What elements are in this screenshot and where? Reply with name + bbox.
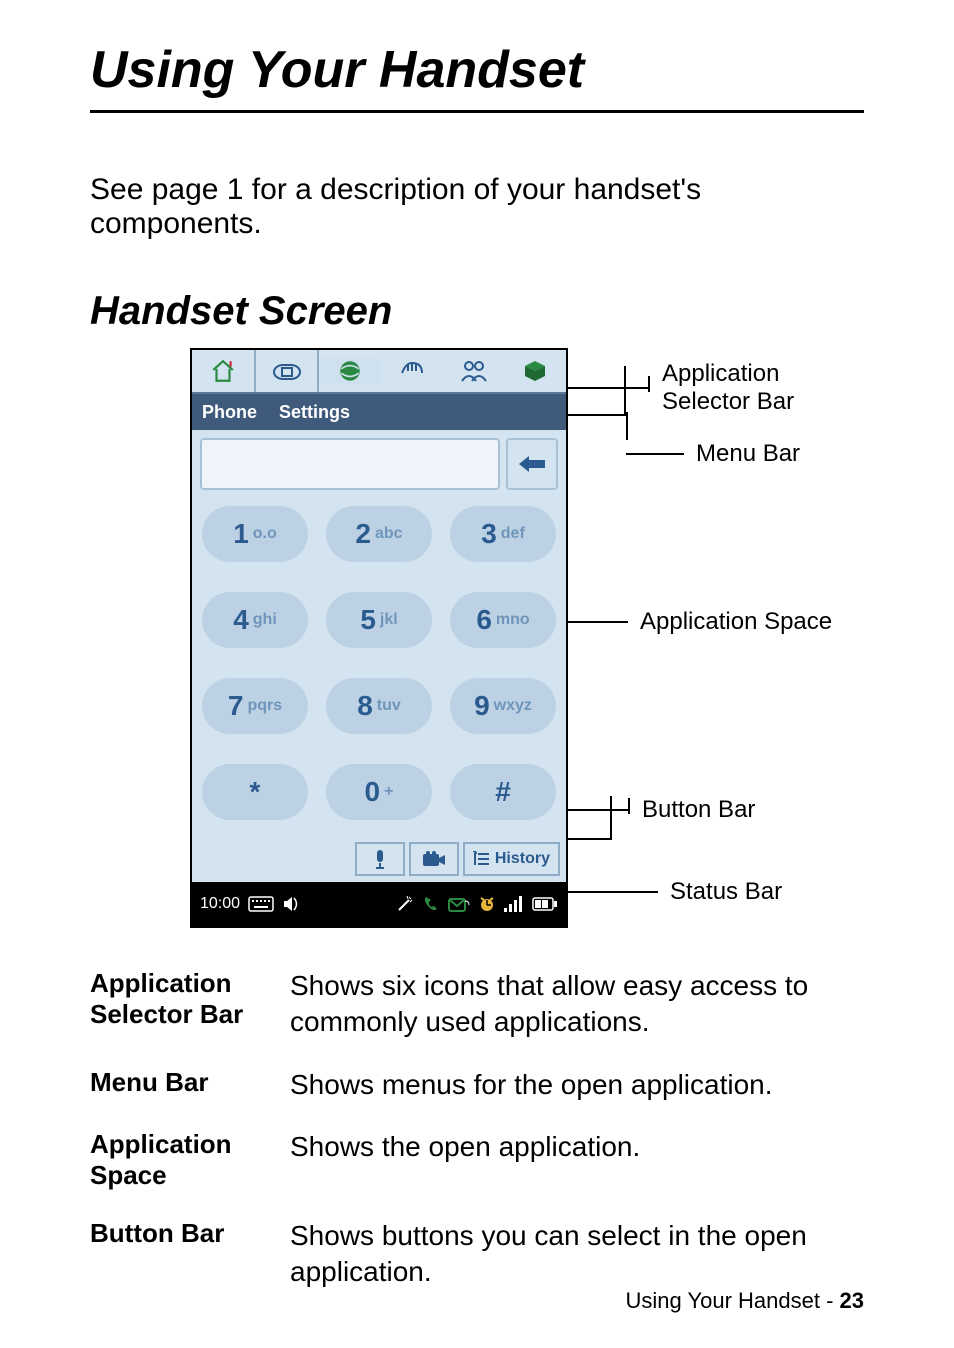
box-icon: [523, 359, 547, 383]
definition-row: Button Bar Shows buttons you can select …: [90, 1218, 864, 1291]
key-7: 7pqrs: [202, 678, 308, 734]
people-icon: [459, 359, 489, 383]
backspace-button: [506, 438, 558, 490]
document-page: Using Your Handset See page 1 for a desc…: [0, 0, 954, 1348]
status-left-cluster: 10:00: [200, 895, 300, 913]
key-0: 0+: [326, 764, 432, 820]
mail-icon: [448, 896, 470, 912]
phone-icon: [422, 895, 440, 913]
battery-icon: [532, 897, 558, 911]
callout-label: Application Selector Bar: [650, 360, 794, 415]
status-time: 10:00: [200, 895, 240, 913]
callout-status-bar: Status Bar: [568, 878, 782, 906]
definition-term: Application Selector Bar: [90, 968, 290, 1041]
section-heading: Handset Screen: [90, 289, 864, 334]
topbar-item: [443, 359, 505, 383]
key-hash: #: [450, 764, 556, 820]
status-right-cluster: [396, 895, 558, 913]
callout-line: [626, 453, 684, 455]
callout-menu-bar: Menu Bar: [568, 440, 800, 468]
key-2: 2abc: [326, 506, 432, 562]
callout-bracket: [568, 796, 612, 840]
back-arrow-icon: [519, 455, 545, 473]
intro-text: See page 1 for a description of your han…: [90, 173, 864, 241]
callout-label: Status Bar: [658, 878, 782, 906]
key-3: 3def: [450, 506, 556, 562]
keypad: 1o.o 2abc 3def 4ghi 5jkl 6mno 7pqrs 8tuv…: [192, 490, 566, 842]
definition-desc: Shows buttons you can select in the open…: [290, 1218, 864, 1291]
wand-icon: [396, 895, 414, 913]
key-1: 1o.o: [202, 506, 308, 562]
page-title: Using Your Handset: [90, 40, 864, 100]
dial-number-field: [200, 438, 500, 490]
key-5: 5jkl: [326, 592, 432, 648]
voice-icon: [372, 849, 388, 869]
callout-line: [568, 621, 628, 623]
keypad-row: 1o.o 2abc 3def: [200, 506, 558, 562]
home-icon: [210, 358, 236, 384]
figure-gutter: [90, 348, 190, 928]
page-footer: Using Your Handset - 23: [625, 1288, 864, 1314]
signal-icon: [504, 896, 524, 912]
hand-icon: [398, 359, 426, 383]
callout-label: Button Bar: [630, 796, 755, 824]
topbar-item: [192, 358, 254, 384]
list-icon: [473, 851, 491, 867]
footer-page-number: 23: [840, 1288, 864, 1313]
callout-drop: [626, 412, 628, 440]
handset-border: Phone Settings 1o.o 2abc 3def: [190, 348, 568, 928]
alarm-icon: [478, 895, 496, 913]
history-button: History: [463, 842, 560, 876]
definition-row: Application Space Shows the open applica…: [90, 1129, 864, 1191]
menu-item: Settings: [279, 402, 350, 423]
camera-icon: [422, 850, 446, 868]
definition-term: Button Bar: [90, 1218, 290, 1291]
keypad-row: * 0+ #: [200, 764, 558, 820]
callout-layer: Application Selector Bar Menu Bar Applic…: [568, 348, 864, 928]
menu-bar: Phone Settings: [192, 394, 566, 430]
definition-list: Application Selector Bar Shows six icons…: [90, 968, 864, 1290]
number-display-row: [200, 438, 558, 490]
topbar-item: [381, 359, 443, 383]
button-bar: History: [192, 842, 566, 882]
status-bar: 10:00: [192, 882, 566, 926]
definition-row: Application Selector Bar Shows six icons…: [90, 968, 864, 1041]
key-4: 4ghi: [202, 592, 308, 648]
definition-desc: Shows six icons that allow easy access t…: [290, 968, 864, 1041]
application-selector-bar: [192, 350, 566, 394]
callout-label: Menu Bar: [684, 440, 800, 468]
keyboard-icon: [248, 896, 274, 912]
key-8: 8tuv: [326, 678, 432, 734]
handset-screen: Phone Settings 1o.o 2abc 3def: [190, 348, 568, 928]
figure-row: Phone Settings 1o.o 2abc 3def: [90, 348, 864, 928]
camera-button: [409, 842, 459, 876]
callout-label: Application Space: [628, 608, 832, 636]
history-label: History: [495, 850, 550, 868]
footer-text: Using Your Handset -: [625, 1288, 839, 1313]
topbar-item-selected: [319, 358, 381, 384]
definition-term: Menu Bar: [90, 1067, 290, 1103]
printer-icon: [272, 360, 302, 382]
key-9: 9wxyz: [450, 678, 556, 734]
callout-line: [568, 891, 658, 893]
keypad-row: 4ghi 5jkl 6mno: [200, 592, 558, 648]
key-star: *: [202, 764, 308, 820]
title-rule: [90, 110, 864, 113]
definition-desc: Shows the open application.: [290, 1129, 864, 1191]
definition-row: Menu Bar Shows menus for the open applic…: [90, 1067, 864, 1103]
keypad-row: 7pqrs 8tuv 9wxyz: [200, 678, 558, 734]
definition-term: Application Space: [90, 1129, 290, 1191]
globe-icon: [337, 358, 363, 384]
callout-bracket: [568, 366, 626, 416]
key-6: 6mno: [450, 592, 556, 648]
menu-item-active: Phone: [202, 402, 257, 423]
voice-button: [355, 842, 405, 876]
definition-desc: Shows menus for the open application.: [290, 1067, 864, 1103]
topbar-item: [504, 359, 566, 383]
callout-app-space: Application Space: [568, 608, 832, 636]
topbar-item: [256, 360, 318, 382]
speaker-icon: [282, 895, 300, 913]
